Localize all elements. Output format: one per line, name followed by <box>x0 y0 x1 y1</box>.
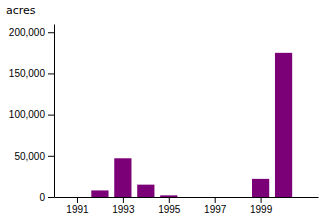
x-tick: 1993 <box>112 197 135 215</box>
bar <box>183 197 200 198</box>
x-tick-label: 1997 <box>204 204 227 215</box>
x-tick-mark <box>77 197 78 203</box>
y-tick-mark <box>48 197 54 198</box>
y-tick-label: 0 <box>39 192 45 203</box>
y-tick: 50,000 <box>14 151 54 162</box>
y-tick-mark <box>48 156 54 157</box>
y-tick-mark <box>48 115 54 116</box>
chart: 1991 1993 1995 1997 1999 0 50,000 100,000 150,00… <box>0 0 332 221</box>
bar <box>252 179 269 197</box>
y-tick-mark <box>48 73 54 74</box>
bar <box>68 197 85 198</box>
bar <box>229 197 246 198</box>
x-axis: 1991 1993 1995 1997 1999 <box>55 197 319 215</box>
y-axis: 0 50,000 100,000 150,000 200,000 <box>9 25 55 203</box>
y-tick-mark <box>48 32 54 33</box>
x-tick: 1999 <box>250 197 273 215</box>
bar <box>91 190 108 197</box>
x-tick-label: 1995 <box>158 204 181 215</box>
y-tick: 200,000 <box>9 27 54 38</box>
x-tick-label: 1993 <box>112 204 135 215</box>
bar <box>114 158 131 197</box>
x-tick: 1991 <box>66 197 89 215</box>
bar <box>160 195 177 197</box>
bars <box>91 53 292 197</box>
y-tick: 0 <box>39 192 54 203</box>
x-tick-mark <box>169 197 170 203</box>
bar <box>137 185 154 197</box>
x-tick: 1995 <box>158 197 181 215</box>
x-tick-label: 1991 <box>66 204 89 215</box>
y-tick-label: 200,000 <box>9 27 46 38</box>
x-tick: 1997 <box>204 197 227 215</box>
bar <box>206 197 223 198</box>
x-tick-mark <box>123 197 124 203</box>
x-tick-label: 1999 <box>250 204 273 215</box>
y-axis-line <box>54 25 55 198</box>
y-tick-label: 150,000 <box>9 68 46 79</box>
y-tick-label: 100,000 <box>9 109 46 120</box>
y-tick: 150,000 <box>9 68 54 79</box>
bar <box>275 53 292 197</box>
y-axis-label: acres <box>6 4 36 17</box>
x-tick-mark <box>261 197 262 203</box>
x-tick-mark <box>215 197 216 203</box>
plot: 1991 1993 1995 1997 1999 0 50,000 100,000 150,00… <box>9 25 319 216</box>
x-axis-line <box>55 197 319 198</box>
y-tick: 100,000 <box>9 109 54 120</box>
y-tick-label: 50,000 <box>14 151 45 162</box>
